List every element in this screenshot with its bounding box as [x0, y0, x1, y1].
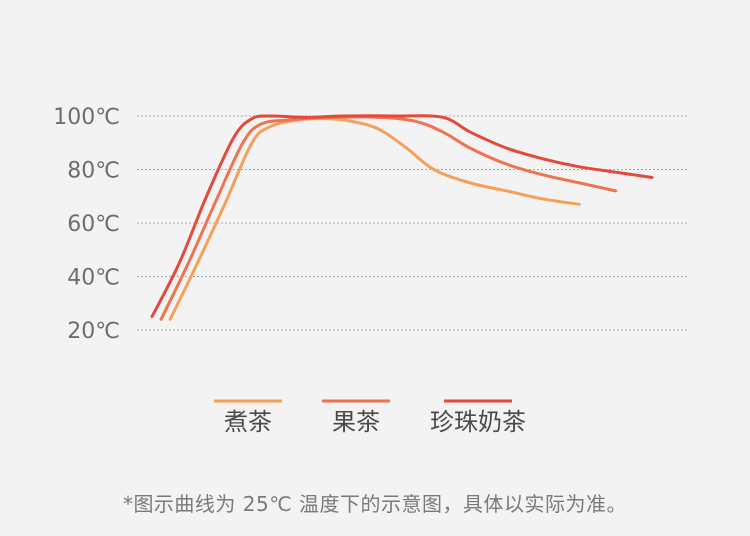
series-line-2: [150, 114, 654, 319]
y-tick-label: 80℃: [67, 159, 120, 184]
y-tick-label: 20℃: [67, 319, 120, 344]
grid: [137, 115, 688, 331]
series-lines: [150, 114, 654, 321]
y-axis-ticks: 100℃ 80℃ 60℃ 40℃ 20℃: [53, 105, 120, 344]
series-line-1: [159, 115, 618, 321]
legend-label-0: 煮茶: [224, 408, 272, 436]
legend-label-1: 果茶: [332, 408, 380, 436]
footnote: *图示曲线为 25℃ 温度下的示意图，具体以实际为准。: [122, 492, 628, 516]
legend: 煮茶 果茶 珍珠奶茶: [214, 399, 526, 436]
temperature-chart: 100℃ 80℃ 60℃ 40℃ 20℃ 煮茶 果茶 珍珠奶茶: [53, 105, 688, 436]
series-line-0: [168, 117, 581, 321]
y-tick-label: 100℃: [53, 105, 120, 130]
legend-label-2: 珍珠奶茶: [430, 408, 526, 436]
y-tick-label: 60℃: [67, 212, 120, 237]
y-tick-label: 40℃: [67, 266, 120, 291]
